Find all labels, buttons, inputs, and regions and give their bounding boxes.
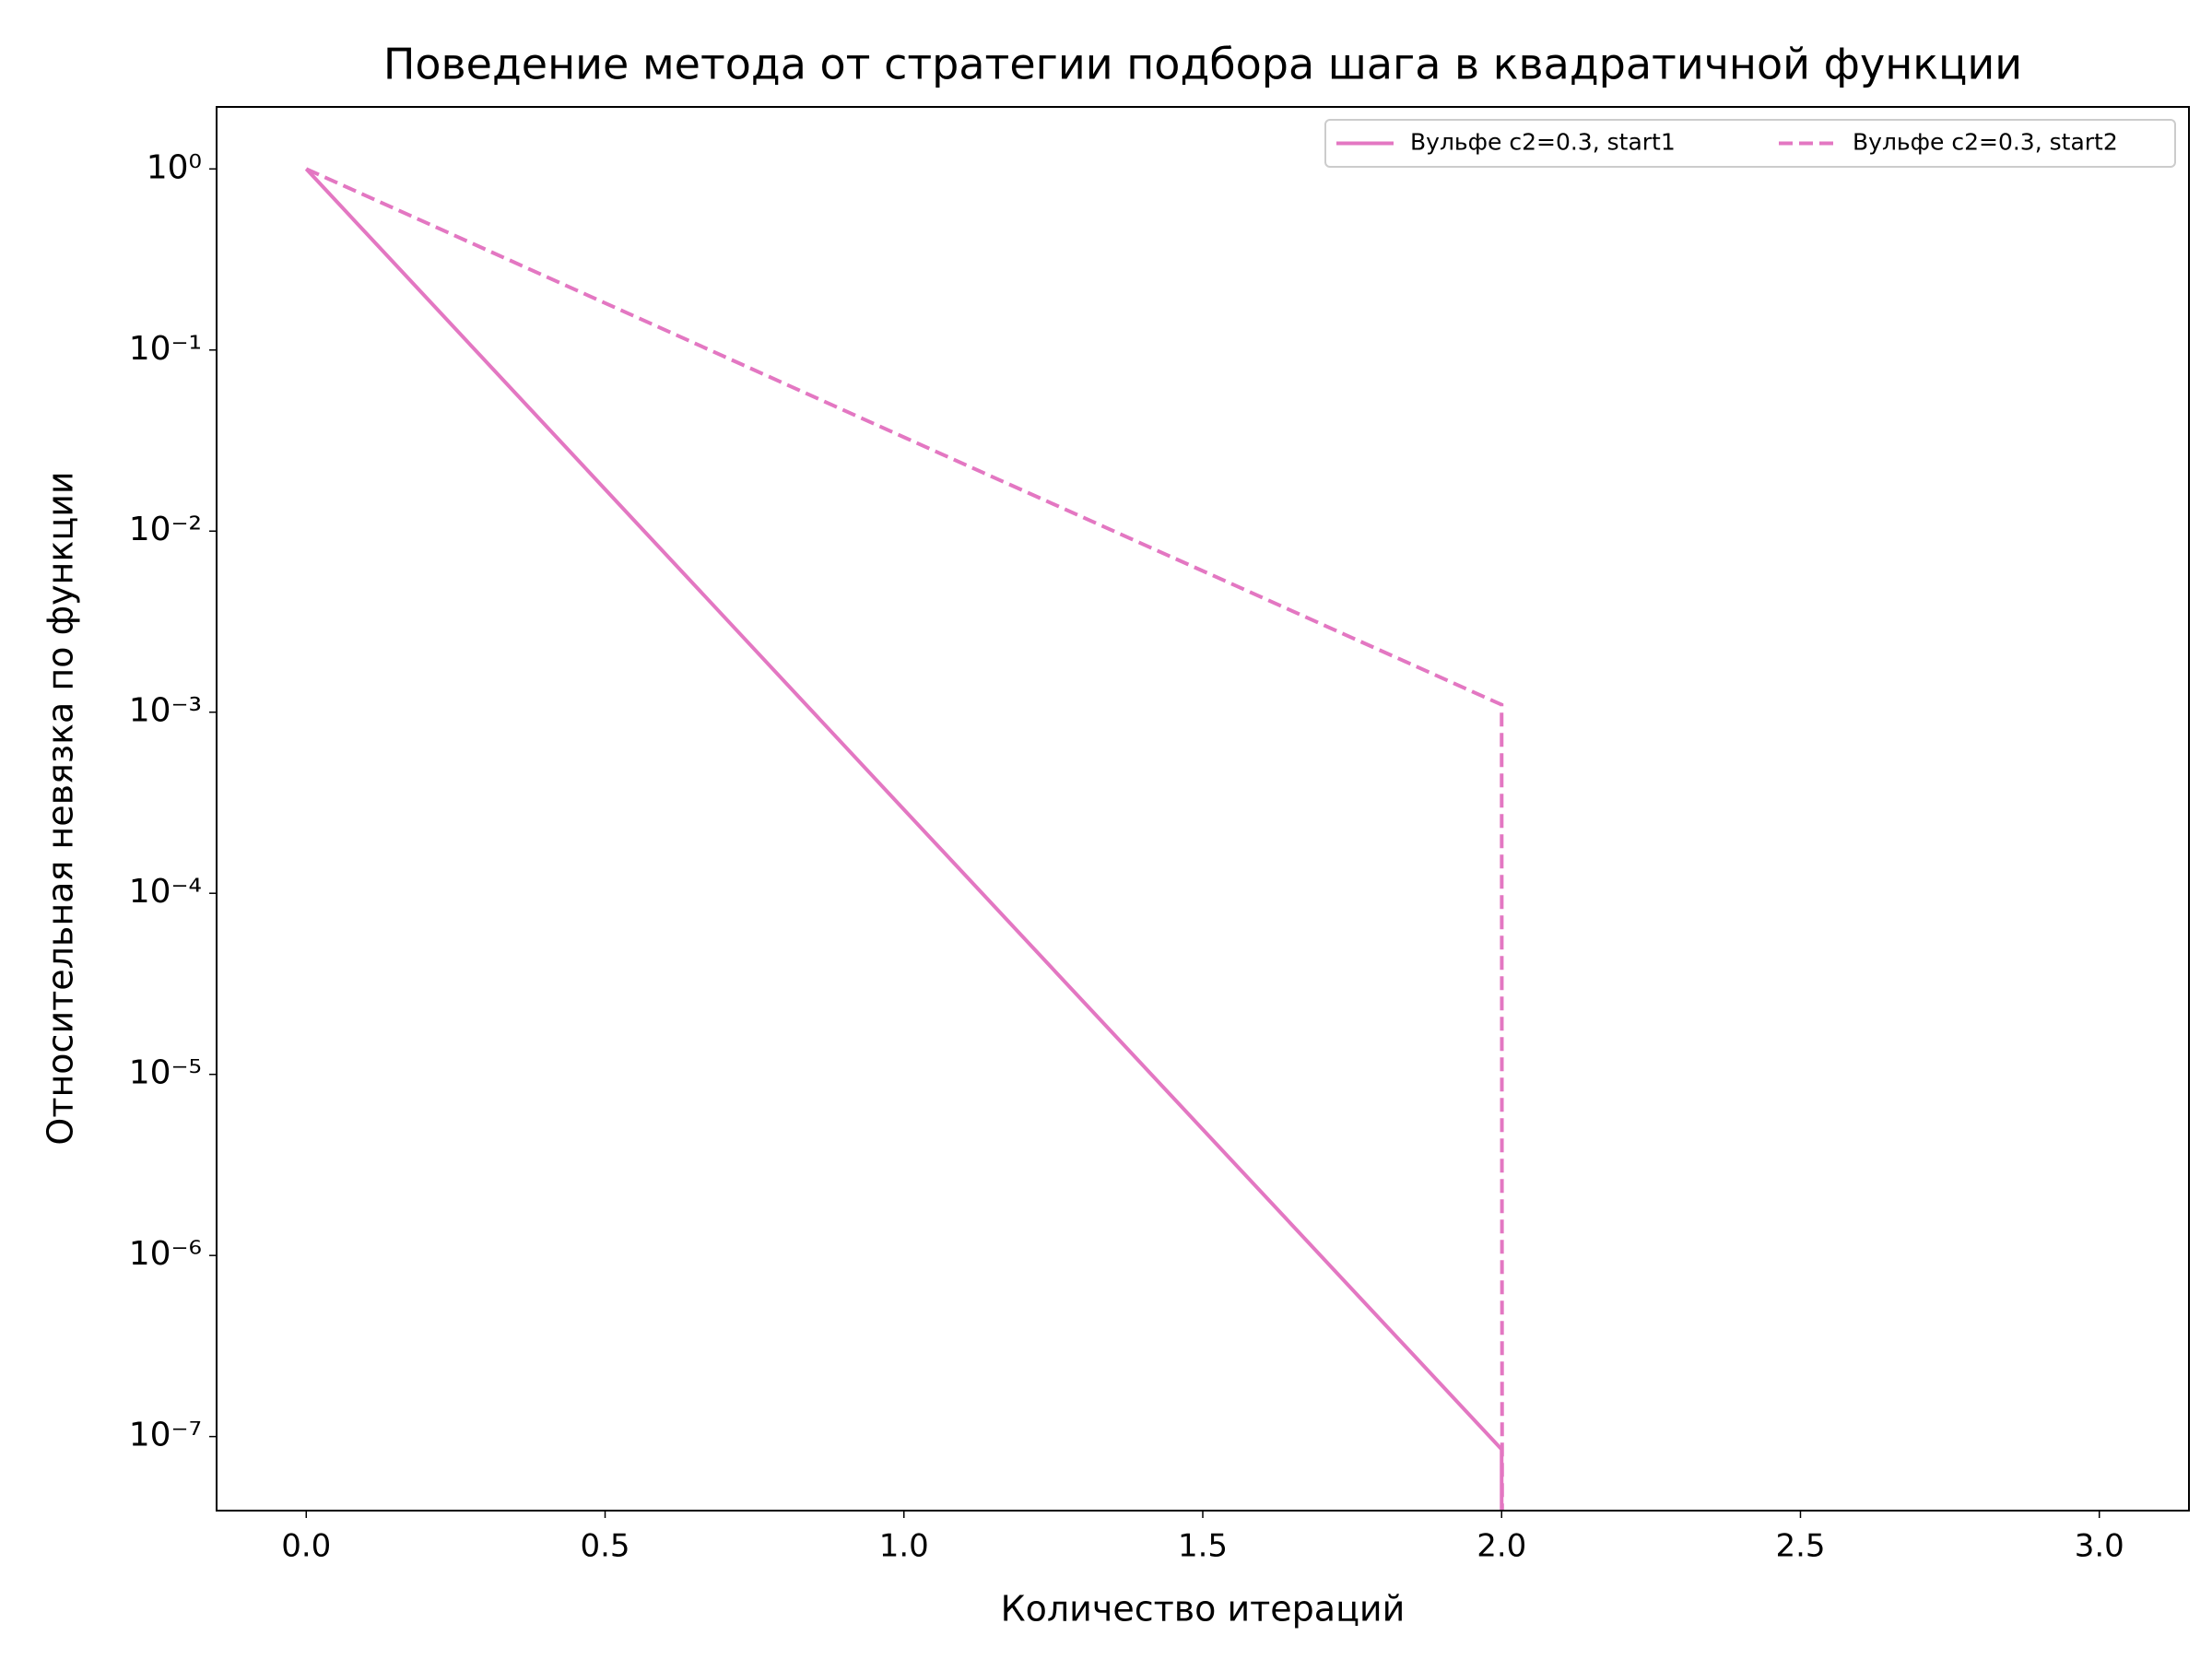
series-group <box>304 167 1504 1511</box>
x-tick-label: 0.0 <box>281 1528 331 1565</box>
y-tick-label: 10⁻² <box>129 511 202 548</box>
y-tick-label: 10⁻⁴ <box>129 873 202 911</box>
x-tick-label: 1.0 <box>879 1528 929 1565</box>
legend-box <box>1324 119 2176 168</box>
line-series <box>305 167 1504 1511</box>
legend-label: Вульфе c2=0.3, start1 <box>1410 129 1676 156</box>
x-tick-label: 2.5 <box>1775 1528 1825 1565</box>
y-axis-label: Относительная невязка по функции <box>41 471 81 1145</box>
plot-frame <box>216 106 2190 1512</box>
legend: Вульфе c2=0.3, start1 Вульфе c2=0.3, star… <box>1324 119 2176 168</box>
x-tick-label: 2.0 <box>1477 1528 1526 1565</box>
x-axis-label: Количество итераций <box>1001 1589 1406 1630</box>
x-tick-label: 0.5 <box>580 1528 629 1565</box>
y-tick-label: 10⁰ <box>147 148 202 186</box>
plot-area <box>304 167 1504 1511</box>
legend-label: Вульфе c2=0.3, start2 <box>1853 129 2118 156</box>
x-tick-label: 3.0 <box>2075 1528 2124 1565</box>
y-tick-label: 10⁻⁵ <box>129 1054 202 1092</box>
x-tick-label: 1.5 <box>1178 1528 1228 1565</box>
y-tick-label: 10⁻⁷ <box>129 1417 202 1454</box>
chart-title: Поведение метода от стратегии подбора ша… <box>383 40 2022 89</box>
line-series <box>304 167 1504 1511</box>
y-tick-label: 10⁻⁶ <box>129 1235 202 1273</box>
y-tick-label: 10⁻¹ <box>129 330 202 368</box>
y-tick-label: 10⁻³ <box>129 692 202 730</box>
